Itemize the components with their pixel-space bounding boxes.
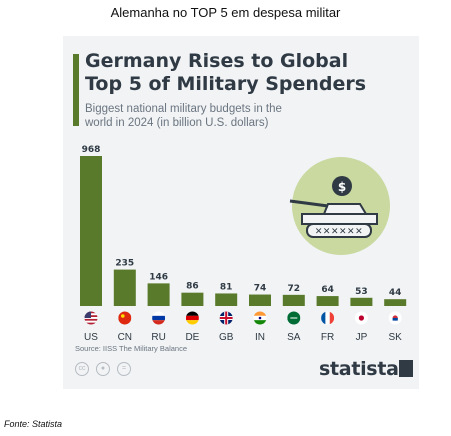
dollar-icon [332,176,352,196]
category-label-sa: SA [287,332,301,343]
data-label-de: 86 [186,282,199,292]
chart-title: Germany Rises to Global Top 5 of Militar… [85,50,405,96]
category-label-fr: FR [321,332,334,343]
cn-flag-icon [118,311,132,325]
bar-fr [316,296,339,306]
tank-icon: $ ✕✕✕✕✕✕ [289,157,390,255]
sk-flag-icon [388,311,402,325]
bar-us [80,156,102,306]
category-label-cn: CN [118,332,132,343]
data-label-fr: 64 [321,285,334,295]
data-label-gb: 81 [220,282,233,292]
bar-sa [282,294,305,306]
dollar-sign: $ [338,180,346,194]
statista-logo: statista [319,358,399,380]
bar-sk [384,299,407,306]
data-label-us: 968 [82,145,101,155]
person-icon: ● [96,362,110,376]
data-label-cn: 235 [115,259,134,269]
page-caption: Alemanha no TOP 5 em despesa militar [110,5,341,20]
bar-ru [147,283,170,306]
tank-barrel [289,199,329,208]
ru-flag-icon [152,311,166,325]
bar-in [249,294,271,306]
bar-de [181,292,204,306]
tank-wheels: ✕✕✕✕✕✕ [315,227,363,237]
tank-tracks [306,223,372,238]
chart-title-line-1: Germany Rises to Global [85,50,349,72]
de-flag-icon [185,311,199,325]
tank-body [301,213,378,225]
equal-icon: = [117,362,131,376]
cc-icon: cc [75,362,89,376]
data-label-ru: 146 [149,272,168,282]
category-label-in: IN [255,332,265,343]
bar-cn [113,269,136,306]
category-label-sk: SK [389,332,403,343]
jp-flag-icon [354,311,368,325]
bar-chart: $ ✕✕✕✕✕✕ 968 US 235 CN 146 RU 86 DE 81 GB 74 IN 72 SA… [80,145,407,343]
fr-flag-icon [321,311,335,325]
chart-title-line-2: Top 5 of Military Spenders [85,73,367,95]
chart-subtitle-line-1: Biggest national military budgets in the [85,103,282,115]
data-label-jp: 53 [355,287,368,297]
data-label-sa: 72 [288,284,301,294]
source-note: Source: IISS The Military Balance [75,344,187,353]
source-footer: Fonte: Statista [4,419,63,429]
us-flag-icon [84,311,98,325]
category-label-ru: RU [151,332,165,343]
gb-flag-icon [219,311,233,325]
category-label-gb: GB [219,332,234,343]
sa-flag-icon [287,311,301,325]
category-label-de: DE [185,332,199,343]
chart-subtitle: Biggest national military budgets in the… [85,102,325,130]
in-flag-icon [253,311,267,325]
chart-subtitle-line-2: world in 2024 (in billion U.S. dollars) [85,117,269,129]
statista-logo-mark [399,360,413,377]
bar-jp [350,297,373,306]
bar-gb [215,293,238,306]
data-label-sk: 44 [389,288,402,298]
tank-turret [322,203,368,215]
title-accent-bar [73,54,79,126]
category-label-jp: JP [356,332,368,343]
category-label-us: US [84,332,98,343]
data-label-in: 74 [254,284,267,294]
